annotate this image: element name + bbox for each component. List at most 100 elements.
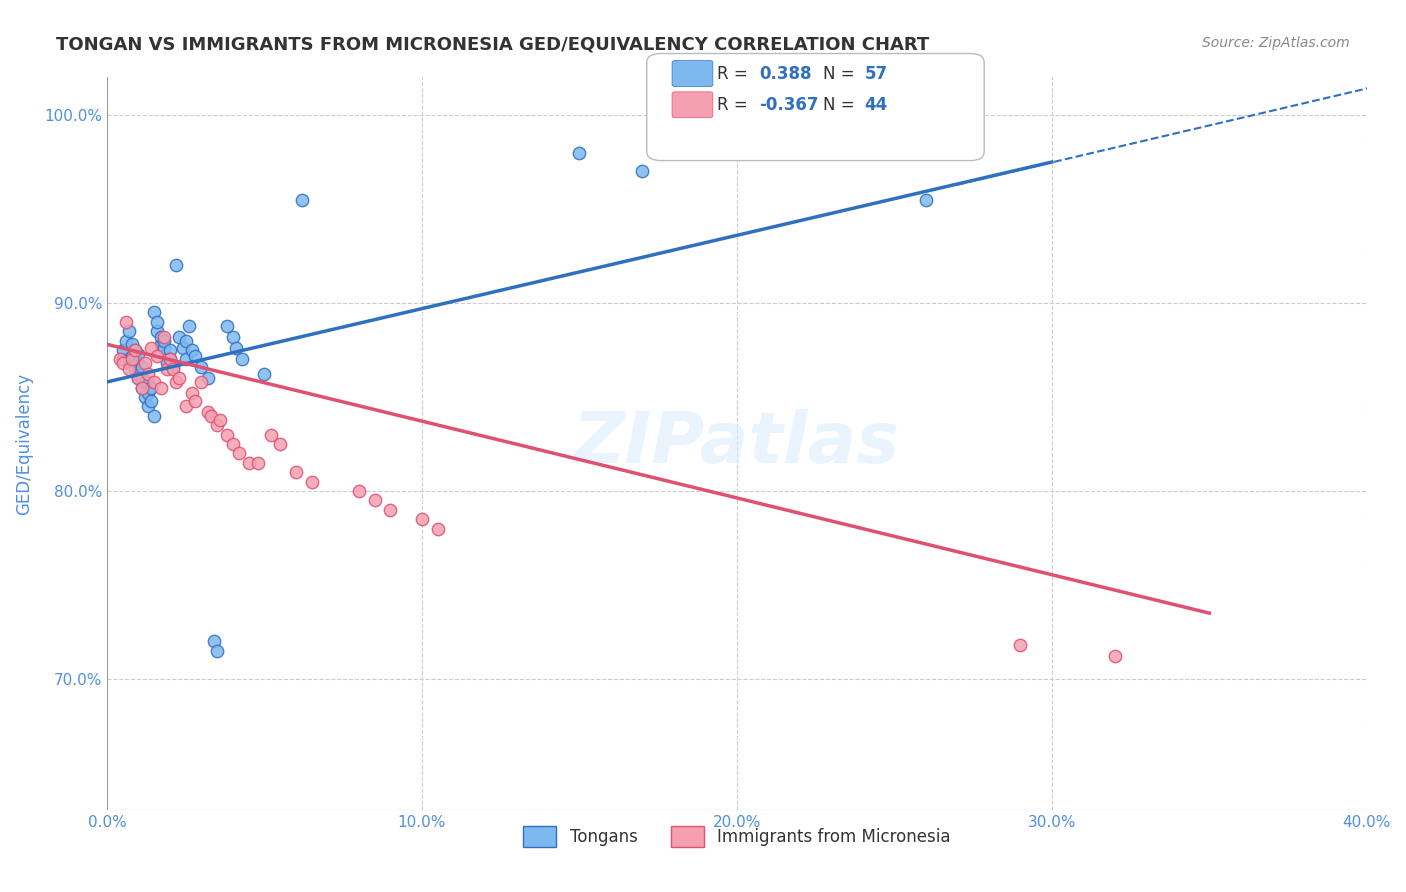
Point [231,352,253,367]
Point [115,334,138,348]
Point [124,343,146,357]
Point [146,315,169,329]
Text: R =: R = [717,65,754,83]
Point [253,368,276,382]
Point [131,381,153,395]
Point [146,349,169,363]
Text: N =: N = [823,65,859,83]
Point [222,437,245,451]
Point [222,330,245,344]
Point [174,352,197,367]
Point [174,334,197,348]
Point [177,318,200,333]
Point [127,356,149,370]
Point [149,330,172,344]
Point [136,368,159,382]
Point [131,371,153,385]
Text: TONGAN VS IMMIGRANTS FROM MICRONESIA GED/EQUIVALENCY CORRELATION CHART: TONGAN VS IMMIGRANTS FROM MICRONESIA GED… [56,36,929,54]
Text: 0.388: 0.388 [759,65,811,83]
Point [568,145,591,160]
Point [209,412,232,426]
Point [156,356,179,370]
Point [205,644,228,658]
Point [174,400,197,414]
Point [127,347,149,361]
Point [124,343,146,357]
Point [162,359,184,374]
Point [284,465,307,479]
Point [631,164,654,178]
Point [915,193,938,207]
Point [165,375,187,389]
Point [121,337,143,351]
Point [380,502,402,516]
Point [215,427,238,442]
Point [159,343,181,357]
Point [260,427,283,442]
Point [181,343,204,357]
Point [143,375,166,389]
Point [108,352,131,367]
Point [139,381,162,395]
Point [134,390,156,404]
Y-axis label: GED/Equivalency: GED/Equivalency [15,373,32,515]
Point [363,493,385,508]
Point [238,456,260,470]
Point [159,352,181,367]
Point [269,437,291,451]
Point [225,341,247,355]
Point [136,386,159,401]
Point [1104,649,1126,664]
Point [172,341,194,355]
Text: -0.367: -0.367 [759,96,818,114]
Point [426,522,449,536]
Point [228,446,250,460]
Point [149,337,172,351]
Point [162,361,184,376]
Point [411,512,433,526]
Point [131,359,153,374]
Point [190,375,212,389]
Point [143,409,166,423]
Point [190,359,212,374]
Point [124,352,146,367]
Point [197,371,219,385]
Text: N =: N = [823,96,859,114]
Point [134,375,156,389]
Point [247,456,270,470]
Point [347,483,370,498]
Point [200,409,222,423]
Point [118,324,141,338]
Point [124,361,146,376]
Point [143,305,166,319]
Text: ZIPatlas: ZIPatlas [574,409,901,478]
Point [169,371,191,385]
Point [291,193,314,207]
Point [146,324,169,338]
Point [169,330,191,344]
Point [127,371,149,385]
Point [139,341,162,355]
Point [215,318,238,333]
Point [118,361,141,376]
Point [202,634,225,648]
Point [127,371,149,385]
Point [197,405,219,419]
Point [1010,638,1032,652]
Point [152,330,174,344]
Point [136,400,159,414]
Point [159,352,181,367]
Point [149,381,172,395]
Text: R =: R = [717,96,754,114]
Legend: Tongans, Immigrants from Micronesia: Tongans, Immigrants from Micronesia [516,820,957,854]
Point [152,341,174,355]
Text: 57: 57 [865,65,887,83]
Point [127,368,149,382]
Point [121,352,143,367]
Point [134,356,156,370]
Point [131,381,153,395]
Text: Source: ZipAtlas.com: Source: ZipAtlas.com [1202,36,1350,50]
Point [165,259,187,273]
Text: 44: 44 [865,96,889,114]
Point [115,315,138,329]
